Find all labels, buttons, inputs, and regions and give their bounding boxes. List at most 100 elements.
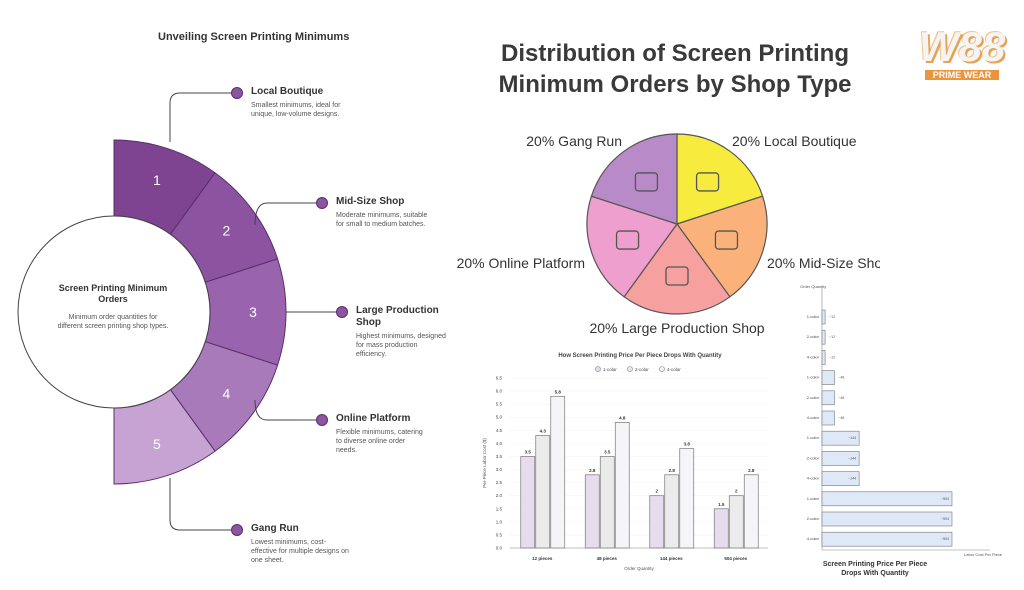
segment-number: 1 <box>153 172 161 188</box>
pie-label: 20% Gang Run <box>526 133 622 149</box>
y-tick-label: 2-color <box>807 516 820 521</box>
bar <box>821 491 953 507</box>
bar-value-label: ~504 <box>941 537 949 541</box>
x-tick-label: 504 pieces <box>724 556 747 561</box>
y-tick-label: 4-color <box>807 354 820 359</box>
center-desc: Minimum order quantities for different s… <box>57 314 169 330</box>
callout-line <box>169 478 237 531</box>
bar <box>713 508 729 549</box>
pie-label: 20% Large Production Shop <box>589 320 764 336</box>
bar <box>821 350 826 365</box>
y-tick-label: 3.5 <box>496 454 503 459</box>
y-tick-label: 4.5 <box>496 428 503 433</box>
bar-value-label: ~144 <box>848 436 856 440</box>
y-tick-label: 5.0 <box>496 415 503 420</box>
y-tick-label: 1-color <box>807 375 820 380</box>
bar-value-label: 2 <box>735 489 738 494</box>
pie-chart: 20% Local Boutique 20% Mid-Size Shop 20% L… <box>457 133 880 336</box>
bar-value-label: 5.8 <box>555 389 562 394</box>
vertical-bar-chart: How Screen Printing Price Per Piece Drop… <box>482 353 768 571</box>
x-tick-label: 48 pieces <box>597 556 618 561</box>
bar-value-label: ~12 <box>829 315 835 319</box>
legend-swatch <box>659 366 665 372</box>
segment-number: 2 <box>223 222 231 238</box>
bar <box>821 471 860 486</box>
callout-desc: Flexible minimums, catering to diverse o… <box>336 429 423 454</box>
y-tick-label: 2.5 <box>496 480 503 485</box>
bar <box>520 456 536 549</box>
hbar-title-line2: Drops With Quantity <box>841 570 909 577</box>
y-tick-label: 2-color <box>807 334 820 339</box>
callout-desc: Smallest minimums, ideal for unique, low… <box>251 102 341 118</box>
callout-title: Online Platform <box>336 413 411 424</box>
bar <box>535 435 551 549</box>
y-tick-label: 1-color <box>807 435 820 440</box>
legend-label: 1-color <box>603 367 617 372</box>
y-tick-label: 6.5 <box>496 376 503 381</box>
y-tick-label: 0.0 <box>496 546 503 551</box>
pie-label: 20% Mid-Size Shop <box>767 255 880 271</box>
bar <box>614 422 630 549</box>
bar-value-label: ~144 <box>848 477 856 481</box>
bar <box>599 456 615 549</box>
y-tick-label: 4.0 <box>496 441 503 446</box>
callout-title: Gang Run <box>251 523 299 534</box>
bar <box>821 309 826 325</box>
y-tick-label: 6.0 <box>496 389 503 394</box>
y-tick-label: 2-color <box>807 395 820 400</box>
bar-value-label: 2.8 <box>669 468 676 473</box>
y-tick-label: 1.5 <box>496 506 503 511</box>
x-axis-label: Order Quantity <box>624 566 654 571</box>
y-tick-label: 0.5 <box>496 532 503 537</box>
bar-value-label: 2 <box>655 489 658 494</box>
brand-logo: W88 PRIME WEAR <box>908 24 1016 88</box>
bar-value-label: 3.5 <box>525 449 532 454</box>
shirts-icon <box>634 172 659 192</box>
legend-swatch <box>627 366 633 372</box>
logo-sub: PRIME WEAR <box>925 70 999 80</box>
monitor-icon <box>615 230 640 250</box>
pie-slice <box>590 133 678 225</box>
legend-label: 4-color <box>667 367 681 372</box>
bar <box>728 495 744 549</box>
bar <box>664 474 680 549</box>
callout-dot <box>231 524 243 536</box>
y-tick-label: 1-color <box>807 496 820 501</box>
segment-ring: 1 2 3 4 5 <box>17 87 348 536</box>
legend-swatch <box>595 366 601 372</box>
callout-line <box>254 202 322 226</box>
callout-line <box>169 92 237 142</box>
bar <box>821 430 860 446</box>
x-tick-label: 144 pieces <box>660 556 683 561</box>
callout-title: Local Boutique <box>251 86 324 97</box>
bar <box>584 474 600 549</box>
tools-pin-icon <box>714 230 739 250</box>
center-title: Screen Printing Minimum Orders <box>58 283 168 304</box>
callout-desc: Moderate minimums, suitable for small to… <box>336 212 428 228</box>
bar <box>679 448 695 549</box>
callout-dot <box>316 197 328 209</box>
bar <box>821 531 953 547</box>
bar-value-label: ~12 <box>829 335 835 339</box>
callout-line <box>254 399 322 421</box>
segment-number: 5 <box>153 436 161 452</box>
bar <box>821 390 835 406</box>
bar <box>821 410 835 426</box>
pie-slice <box>676 133 764 225</box>
y-axis-label: Order Quantity <box>800 284 826 289</box>
y-axis-label: Per-Piece Labor Cost ($) <box>482 438 487 488</box>
pie-slice <box>586 195 678 298</box>
logo-main: W88 <box>918 23 1006 70</box>
y-tick-label: 1.0 <box>496 519 503 524</box>
y-tick-label: 4-color <box>807 536 820 541</box>
bar <box>649 495 665 549</box>
y-tick-label: 1-color <box>807 314 820 319</box>
y-tick-label: 2-color <box>807 455 820 460</box>
callout-title: Mid-Size Shop <box>336 196 405 207</box>
bar-value-label: ~12 <box>829 355 835 359</box>
center-circle <box>17 215 211 409</box>
callout-desc: Highest minimums, designed for mass prod… <box>356 333 446 358</box>
bar-value-label: ~504 <box>941 517 949 521</box>
bar <box>821 511 953 527</box>
